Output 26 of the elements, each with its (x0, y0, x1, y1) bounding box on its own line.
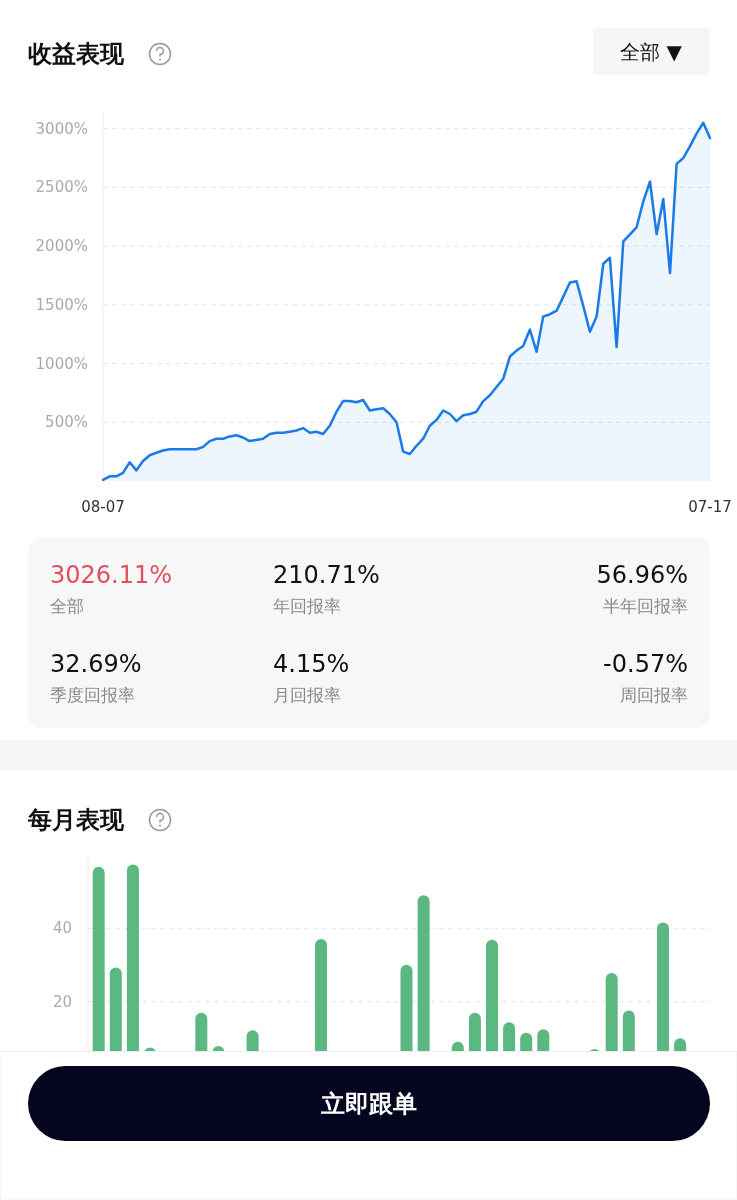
y-tick-label: 1500% (35, 295, 88, 314)
text: 季度回报率 (50, 685, 135, 705)
text: 月回报率 (273, 685, 341, 705)
text: 56.96% (596, 561, 688, 589)
text: -0.57% (603, 650, 688, 678)
text: 全部 (50, 596, 84, 616)
y-tick-label: 2500% (35, 178, 88, 197)
chart-title: 每月表现 (27, 806, 125, 834)
text: 3026.11% (50, 561, 173, 589)
y-tick-label: 500% (45, 413, 88, 432)
y-tick-label: 2000% (35, 237, 88, 256)
text: 半年回报率 (603, 596, 688, 616)
text: 210.71% (273, 561, 380, 589)
text: 全部 ▼ (620, 40, 683, 64)
y-tick-label: 40 (52, 919, 72, 938)
x-tick-label: 07-17 (688, 498, 732, 516)
text: 年回报率 (273, 596, 341, 616)
x-tick-label: 08-07 (81, 498, 125, 516)
button-follow: 立即跟单 (28, 1066, 710, 1141)
y-tick-label: 3000% (35, 119, 88, 138)
chart-title: 收益表现 (28, 40, 125, 68)
text: 周回报率 (620, 685, 688, 705)
text: 32.69% (50, 650, 142, 678)
text: 4.15% (273, 650, 350, 678)
y-tick-label: 1000% (35, 354, 88, 373)
y-tick-label: 20 (52, 992, 72, 1011)
